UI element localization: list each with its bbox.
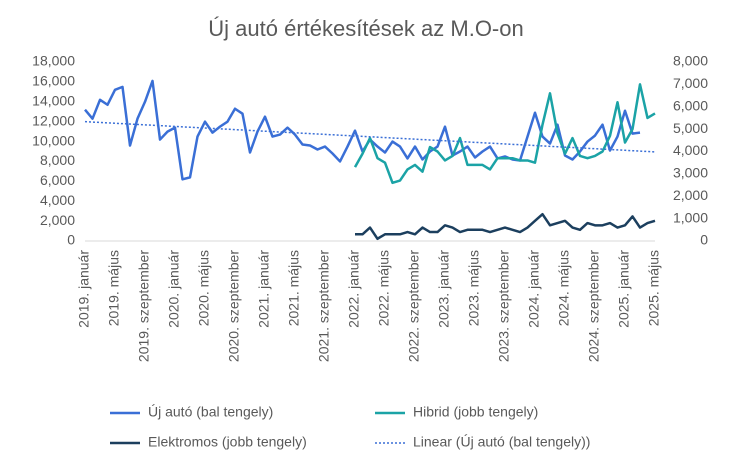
- y-tick-label: 6,000: [40, 172, 75, 188]
- series-line: [353, 83, 656, 185]
- x-tick-label: 2023. január: [436, 250, 452, 328]
- y-tick-label: 8,000: [40, 152, 75, 168]
- y2-tick-label: 0: [700, 232, 708, 248]
- x-tick-label: 2024. szeptember: [586, 250, 602, 362]
- x-tick-label: 2020. január: [166, 250, 182, 328]
- y-tick-label: 2,000: [40, 212, 75, 228]
- legend-label: Hibrid (jobb tengely): [413, 404, 538, 420]
- y2-tick-label: 8,000: [673, 53, 708, 69]
- y-tick-label: 14,000: [32, 92, 75, 108]
- x-tick-label: 2024. május: [556, 250, 572, 326]
- chart-title: Új autó értékesítések az M.O-on: [208, 16, 523, 41]
- x-tick-label: 2019. május: [106, 250, 122, 326]
- legend-label: Linear (Új autó (bal tengely)): [413, 434, 590, 450]
- y-tick-label: 18,000: [32, 53, 75, 69]
- x-tick-label: 2024. január: [526, 250, 542, 328]
- x-tick-label: 2025. január: [616, 250, 632, 328]
- x-tick-label: 2023. május: [466, 250, 482, 326]
- x-tick-label: 2020. május: [196, 250, 212, 326]
- series-line: [355, 212, 656, 241]
- y2-tick-label: 4,000: [673, 142, 708, 158]
- x-tick-label: 2022. szeptember: [406, 250, 422, 362]
- y2-tick-label: 1,000: [673, 209, 708, 225]
- y-tick-label: 0: [67, 232, 75, 248]
- x-tick-label: 2019. január: [76, 250, 92, 328]
- x-tick-label: 2022. május: [376, 250, 392, 326]
- y2-tick-label: 6,000: [673, 97, 708, 113]
- y-tick-label: 10,000: [32, 132, 75, 148]
- series-line: [84, 120, 656, 153]
- y2-tick-label: 5,000: [673, 120, 708, 136]
- y2-tick-label: 3,000: [673, 165, 708, 181]
- x-tick-label: 2021. január: [256, 250, 272, 328]
- y-tick-label: 12,000: [32, 112, 75, 128]
- y-tick-label: 16,000: [32, 73, 75, 89]
- y-tick-label: 4,000: [40, 192, 75, 208]
- x-tick-label: 2020. szeptember: [226, 250, 242, 362]
- x-tick-label: 2025. május: [646, 250, 662, 326]
- y2-tick-label: 2,000: [673, 187, 708, 203]
- x-tick-label: 2023. szeptember: [496, 250, 512, 362]
- x-tick-label: 2022. január: [346, 250, 362, 328]
- legend-label: Új autó (bal tengely): [148, 404, 273, 420]
- x-tick-label: 2021. szeptember: [316, 250, 332, 362]
- x-tick-label: 2019. szeptember: [136, 250, 152, 362]
- legend-label: Elektromos (jobb tengely): [148, 434, 307, 450]
- x-tick-label: 2021. május: [286, 250, 302, 326]
- y2-tick-label: 7,000: [673, 75, 708, 91]
